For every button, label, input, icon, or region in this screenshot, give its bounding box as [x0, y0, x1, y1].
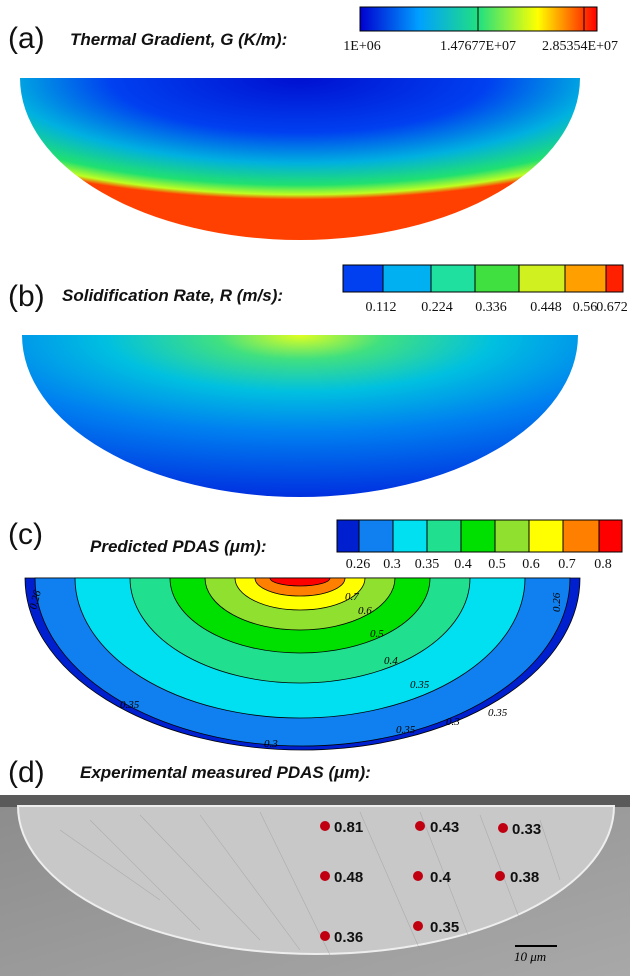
colorbar-tick: 0.6: [522, 557, 540, 572]
contour-label: 0.4: [384, 655, 398, 667]
contour-label: 0.6: [358, 605, 372, 617]
contour-label: 0.35: [396, 724, 416, 736]
contour-label: 0.35: [410, 679, 430, 691]
colorbar-tick: 0.336: [475, 300, 507, 315]
colorbar-tick: 0.7: [558, 557, 576, 572]
colorbar-tick: 1E+06: [343, 39, 380, 54]
panel-label: (c): [8, 518, 43, 551]
colorbar-tick: 0.35: [415, 557, 440, 572]
colorbar-tick: 1.47677E+07: [440, 39, 516, 54]
point-value: 0.81: [334, 819, 363, 836]
panel-title: Solidification Rate, R (m/s):: [62, 286, 283, 305]
contour-label: 0.26: [551, 592, 563, 612]
panel-title: Predicted PDAS (μm):: [90, 537, 267, 556]
contour-label: 0.35: [488, 707, 508, 719]
contour-label: 0.3: [446, 716, 460, 728]
measurement-dots: [320, 821, 508, 941]
panel-title: Thermal Gradient, G (K/m):: [70, 30, 287, 49]
melt-pool: [22, 335, 578, 497]
colorbar-tick: 0.26: [346, 557, 371, 572]
colorbar-tick: 0.224: [421, 300, 453, 315]
point-value: 0.33: [512, 821, 541, 838]
colorbar-tick: 0.8: [594, 557, 612, 572]
colorbar-tick: 2.85354E+07: [542, 39, 618, 54]
colorbar-tick: 0.672: [596, 300, 628, 315]
sem-surface: [0, 795, 630, 807]
contour-label: 0.26: [27, 589, 44, 611]
colorbar: [342, 264, 624, 293]
panel-label: (b): [8, 280, 45, 313]
contour-label: 0.3: [264, 738, 278, 750]
contour-map: [24, 577, 581, 751]
colorbar-tick: 0.112: [366, 300, 397, 315]
point-value: 0.38: [510, 869, 539, 886]
colorbar-tick: 0.448: [530, 300, 562, 315]
dendrite-texture: [59, 811, 561, 956]
scale-bar-label: 10 μm: [514, 949, 546, 964]
colorbar-tick: 0.3: [383, 557, 401, 572]
colorbar-tick: 0.4: [454, 557, 472, 572]
contour-label: 0.5: [370, 628, 384, 640]
colorbar-tick: 0.5: [488, 557, 506, 572]
panel-label: (d): [8, 756, 45, 789]
panel-title: Experimental measured PDAS (μm):: [80, 763, 371, 782]
panel-label: (a): [8, 22, 45, 55]
point-value: 0.4: [430, 869, 452, 886]
colorbar-tick: 0.56: [573, 300, 598, 315]
point-value: 0.35: [430, 919, 459, 936]
point-value: 0.43: [430, 819, 459, 836]
contour-label: 0.7: [345, 591, 359, 603]
point-value: 0.36: [334, 929, 363, 946]
contour-label: 0.35: [120, 699, 140, 711]
colorbar: [336, 519, 623, 553]
melt-pool: [20, 78, 580, 240]
point-value: 0.48: [334, 869, 363, 886]
